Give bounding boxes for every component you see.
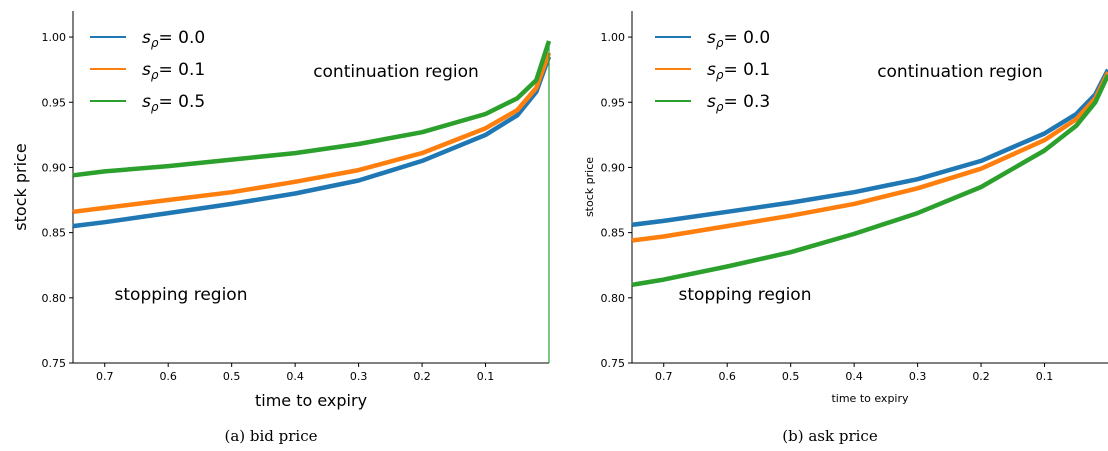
x-tick-label: 0.1 — [477, 370, 495, 383]
y-axis-label: stock price — [11, 143, 30, 230]
y-tick-label: 0.95 — [42, 96, 67, 109]
x-tick-label: 0.7 — [96, 370, 114, 383]
legend: sρ= 0.0 sρ= 0.1 sρ= 0.5 — [90, 28, 205, 114]
legend-entry: sρ= 0.3 — [707, 92, 770, 114]
legend: sρ= 0.0 sρ= 0.1 sρ= 0.3 — [655, 28, 770, 114]
x-tick-label: 0.7 — [655, 370, 673, 383]
legend-entry: sρ= 0.5 — [142, 92, 205, 114]
legend-entry: sρ= 0.1 — [142, 60, 205, 82]
stopping-region-label: stopping region — [679, 285, 812, 305]
x-tick-label: 0.5 — [782, 370, 800, 383]
legend-entry: sρ= 0.0 — [707, 28, 770, 50]
x-tick-label: 0.2 — [413, 370, 431, 383]
x-tick-label: 0.6 — [159, 370, 177, 383]
series-line-3 — [631, 73, 1108, 288]
x-tick-label: 0.2 — [972, 370, 990, 383]
x-tick-label: 0.4 — [286, 370, 304, 383]
chart-panel-1: 0.75 0.80 0.85 0.90 0.95 1.00 0.7 0.6 0.5 0.4 0.3 0… — [11, 11, 552, 445]
y-tick-label: 0.85 — [601, 227, 626, 240]
y-axis-label: stock price — [583, 157, 596, 217]
series-line-1 — [72, 55, 552, 229]
x-tick-label: 0.3 — [350, 370, 368, 383]
x-axis-label: time to expiry — [255, 391, 367, 410]
subfigure-caption: (a) bid price — [224, 427, 317, 445]
stopping-region-label: stopping region — [115, 285, 248, 305]
x-tick-label: 0.6 — [718, 370, 736, 383]
series-line-2 — [631, 71, 1108, 243]
chart-panel-2: 0.75 0.80 0.85 0.90 0.95 1.00 0.7 0.6 0.5 0.4 0.3 0… — [583, 11, 1108, 445]
y-tick-label: 0.90 — [601, 161, 626, 174]
x-axis-label: time to expiry — [831, 392, 909, 405]
y-tick-label: 0.85 — [42, 227, 67, 240]
y-tick-label: 1.00 — [601, 31, 626, 44]
x-tick-label: 0.5 — [223, 370, 241, 383]
x-tick-label: 0.3 — [909, 370, 927, 383]
x-tick-label: 0.1 — [1036, 370, 1054, 383]
y-tick-label: 0.80 — [42, 292, 67, 305]
series-line-1 — [631, 68, 1108, 228]
y-tick-label: 0.75 — [601, 357, 626, 370]
subfigure-caption: (b) ask price — [782, 427, 878, 445]
legend-entry: sρ= 0.1 — [707, 60, 770, 82]
y-tick-label: 0.95 — [601, 96, 626, 109]
continuation-region-label: continuation region — [877, 62, 1043, 82]
legend-entry: sρ= 0.0 — [142, 28, 205, 50]
y-tick-label: 0.75 — [42, 357, 67, 370]
y-tick-label: 1.00 — [42, 31, 67, 44]
y-tick-label: 0.90 — [42, 161, 67, 174]
y-tick-label: 0.80 — [601, 292, 626, 305]
continuation-region-label: continuation region — [313, 62, 479, 82]
series-line-2 — [72, 51, 552, 215]
x-tick-label: 0.4 — [845, 370, 863, 383]
series-line-3 — [72, 40, 552, 178]
